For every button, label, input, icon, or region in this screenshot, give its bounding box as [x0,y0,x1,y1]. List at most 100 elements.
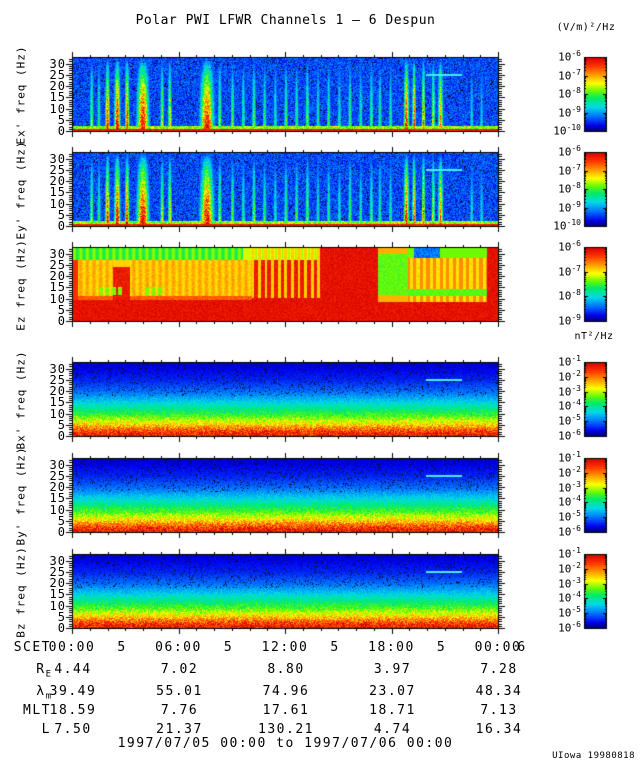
freq-tick-label: 0 [57,429,66,443]
colorbar-tick-label: 10-3 [558,479,581,495]
freq-tick-label: 30 [49,151,66,166]
colorbar-tick-label: 10-6 [558,428,581,443]
freq-tick-label: 0 [57,621,66,635]
freq-tick-label: 20 [49,384,66,399]
freq-tick-label: 25 [49,372,66,387]
freq-tick-label: 10 [49,291,66,306]
freq-tick-label: 5 [57,112,66,127]
colorbar-tick-label: 10-4 [558,590,581,606]
ephemeris-value: 55.01 [156,684,203,699]
ephemeris-value: 4.44 [54,662,92,677]
colorbar-tick-label: 10-8 [558,181,581,196]
freq-tick-label: 0 [57,219,66,233]
freq-tick-label: 25 [49,468,66,483]
ephemeris-value: 4.74 [373,722,412,737]
colorbar-tick-label: 10-5 [558,413,581,428]
ephemeris-row-label: λm [36,684,51,702]
ephemeris-value: 7.02 [160,662,199,677]
colorbar-tick-label: 10-6 [558,239,581,254]
freq-tick-label: 25 [49,67,66,82]
y-axis-label-Bx: Bx' freq (Hz) [14,349,28,450]
scet-day-label: 5 [223,640,234,655]
ephemeris-value: 16.34 [475,722,523,737]
colorbar-tick-label: 10-7 [558,67,581,83]
ephemeris-value: 18.59 [49,703,97,718]
date-range: 1997/07/05 00:00 to 1997/07/06 00:00 [117,736,454,751]
freq-tick-label: 15 [49,90,66,105]
colorbar-tick-label: 10-6 [558,144,581,159]
freq-tick-label: 20 [49,174,66,189]
y-axis-label-Ez: Ez freq (Hz) [14,238,28,331]
electric-units-label: (V/m)²/Hz [556,22,616,33]
freq-tick-label: 25 [49,257,66,272]
freq-tick-label: 10 [49,101,66,116]
magnetic-units-label: nT²/Hz [574,331,614,342]
freq-tick-label: 10 [49,196,66,211]
scet-time-label: 18:00 [368,640,415,655]
colorbar-tick-label: 10-2 [558,560,581,576]
freq-tick-label: 10 [49,598,66,613]
freq-tick-label: 30 [49,56,66,71]
freq-tick-label: 10 [49,406,66,421]
ephemeris-value: 18.71 [369,703,416,718]
freq-tick-label: 20 [49,79,66,94]
freq-tick-label: 0 [57,525,66,539]
ephemeris-value: 8.80 [267,662,305,677]
colorbar-tick-label: 10-6 [558,524,581,539]
colorbar-tick-label: 10-9 [558,313,581,328]
colorbar-tick-label: 10-9 [558,104,581,120]
y-axis-label-By: By' freq (Hz) [14,445,28,546]
colorbar-tick-label: 10-9 [558,199,581,215]
ephemeris-value: 130.21 [258,722,314,737]
ephemeris-value: 21.37 [156,722,203,737]
colorbar-tick-label: 10-6 [558,620,581,635]
y-axis-label-Ey: Ey' freq (Hz) [14,139,28,240]
freq-tick-label: 5 [57,513,66,528]
chart-title: Polar PWI LFWR Channels 1 — 6 Despun [135,13,436,28]
colorbar-tick-label: 10-2 [558,464,581,480]
ephemeris-value: 48.34 [475,684,523,699]
ephemeris-value: 23.07 [369,684,416,699]
freq-tick-label: 30 [49,457,66,472]
colorbar-tick-label: 10-1 [558,354,581,369]
colorbar-tick-label: 10-3 [558,383,581,399]
scet-axis-label: SCET [13,640,51,655]
ephemeris-row-label: RE [36,662,51,680]
freq-tick-label: 20 [49,576,66,591]
colorbar-tick-label: 10-1 [558,450,581,465]
colorbar-tick-label: 10-10 [553,123,581,138]
scet-day-label: 5 [436,640,447,655]
ephemeris-value: 7.28 [480,662,518,677]
colorbar-tick-label: 10-8 [558,86,581,101]
colorbar-tick-label: 10-10 [553,218,581,233]
freq-tick-label: 15 [49,280,66,295]
scet-time-label: 12:00 [261,640,309,655]
scet-time-label: 06:00 [155,640,202,655]
colorbar-tick-label: 10-6 [558,49,581,64]
freq-tick-label: 5 [57,302,66,317]
freq-tick-label: 15 [49,395,66,410]
freq-tick-label: 10 [49,502,66,517]
ephemeris-value: 39.49 [49,684,97,699]
freq-tick-label: 0 [57,124,66,138]
freq-tick-label: 30 [49,246,66,261]
freq-tick-label: 20 [49,269,66,284]
freq-tick-label: 30 [49,553,66,568]
ephemeris-value: 3.97 [373,662,412,677]
colorbar-tick-label: 10-7 [558,263,581,279]
scet-day-label: 6 [517,640,527,655]
freq-tick-label: 15 [49,185,66,200]
colorbar-tick-label: 10-5 [558,509,581,524]
credit: UIowa 19980818 [552,751,635,761]
y-axis-label-Bz: Bz freq (Hz) [14,545,28,638]
freq-tick-label: 15 [49,491,66,506]
freq-tick-label: 25 [49,564,66,579]
ephemeris-value: 17.61 [262,703,310,718]
y-axis-label-Ex: Ex' freq (Hz) [14,44,28,145]
ephemeris-value: 74.96 [262,684,310,699]
scet-time-label: 00:00 [474,640,522,655]
freq-tick-label: 5 [57,417,66,432]
freq-tick-label: 15 [49,587,66,602]
colorbar-tick-label: 10-8 [558,288,581,303]
